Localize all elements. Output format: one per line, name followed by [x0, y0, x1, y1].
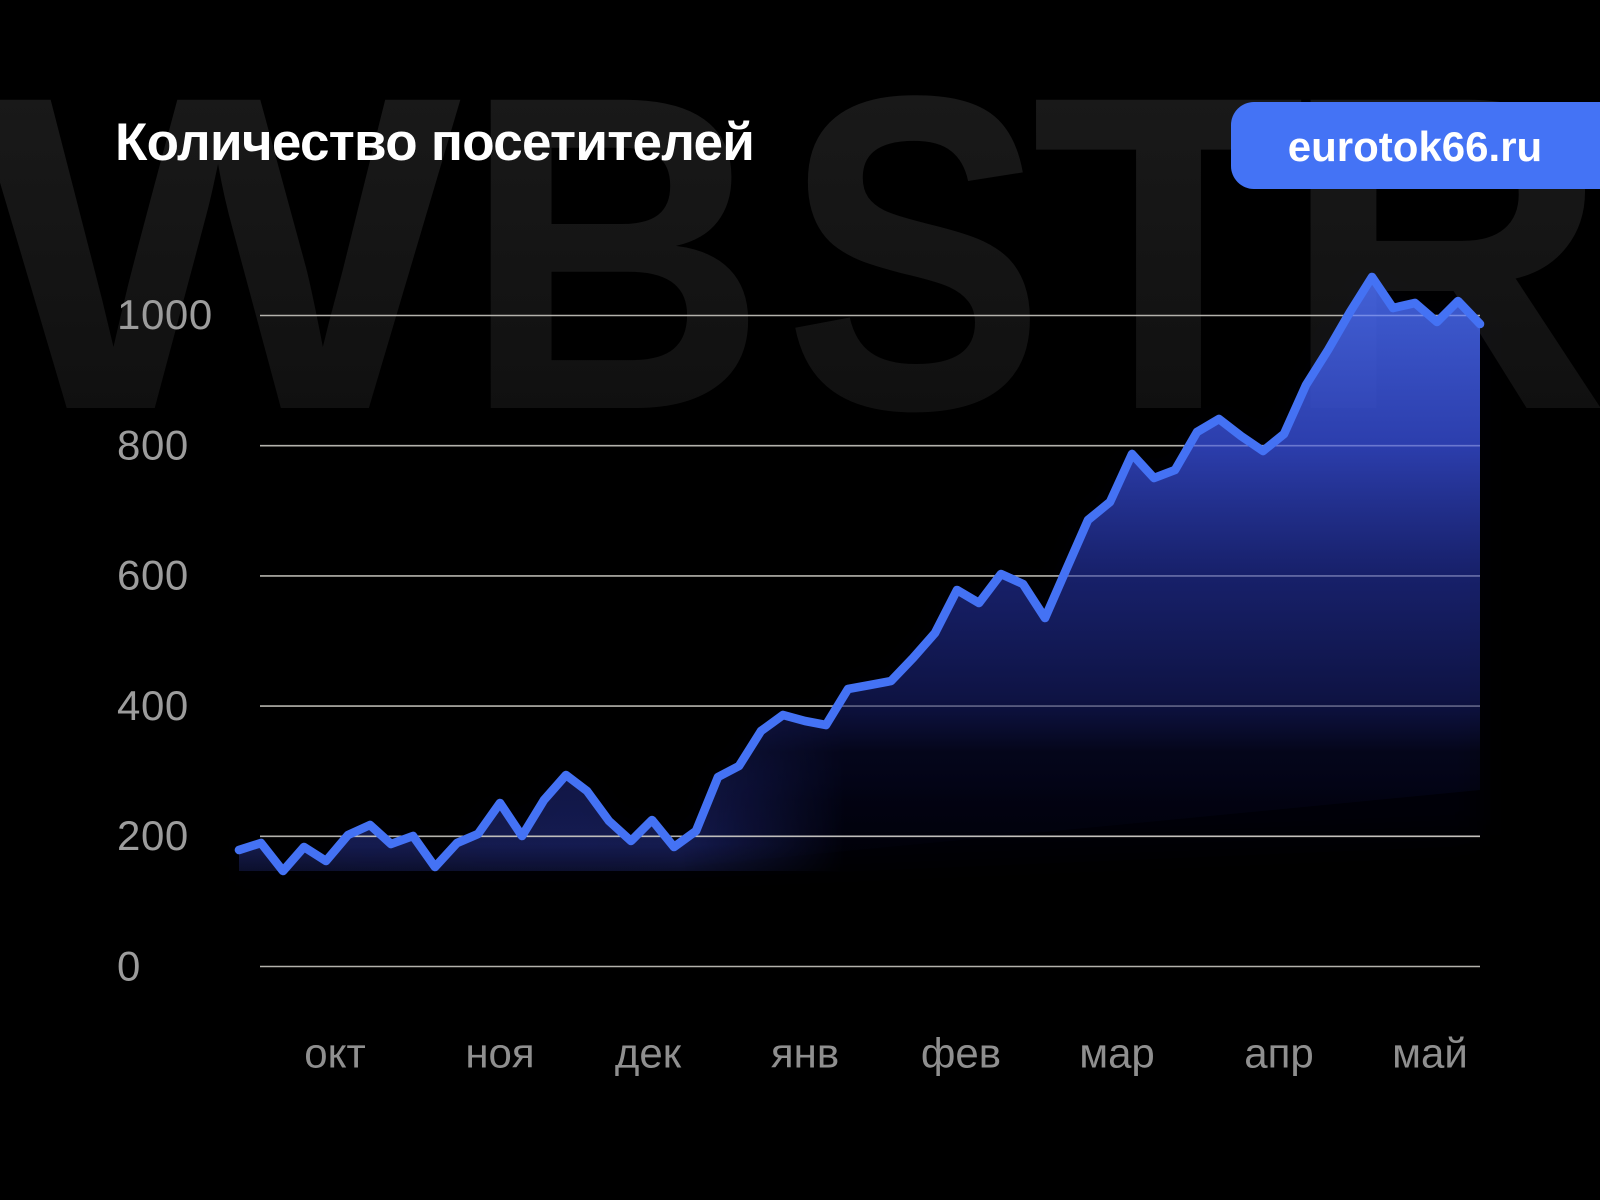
- svg-text:апр: апр: [1244, 1030, 1313, 1077]
- svg-text:200: 200: [117, 812, 189, 859]
- svg-text:0: 0: [117, 942, 141, 989]
- svg-text:май: май: [1392, 1030, 1468, 1077]
- svg-text:B: B: [463, 3, 768, 503]
- svg-text:eurotok66.ru: eurotok66.ru: [1288, 123, 1542, 170]
- svg-text:Количество посетителей: Количество посетителей: [115, 113, 754, 172]
- svg-text:W: W: [0, 3, 466, 503]
- svg-text:окт: окт: [304, 1030, 365, 1077]
- svg-text:1000: 1000: [117, 291, 213, 338]
- svg-text:янв: янв: [771, 1030, 839, 1077]
- svg-text:400: 400: [117, 682, 189, 729]
- svg-text:мар: мар: [1079, 1030, 1155, 1077]
- svg-text:S: S: [784, 3, 1045, 503]
- svg-text:ноя: ноя: [465, 1030, 534, 1077]
- svg-text:800: 800: [117, 422, 189, 469]
- svg-text:T: T: [1031, 3, 1306, 504]
- svg-text:дек: дек: [615, 1030, 682, 1077]
- svg-text:фев: фев: [921, 1030, 1001, 1077]
- svg-text:600: 600: [117, 552, 189, 599]
